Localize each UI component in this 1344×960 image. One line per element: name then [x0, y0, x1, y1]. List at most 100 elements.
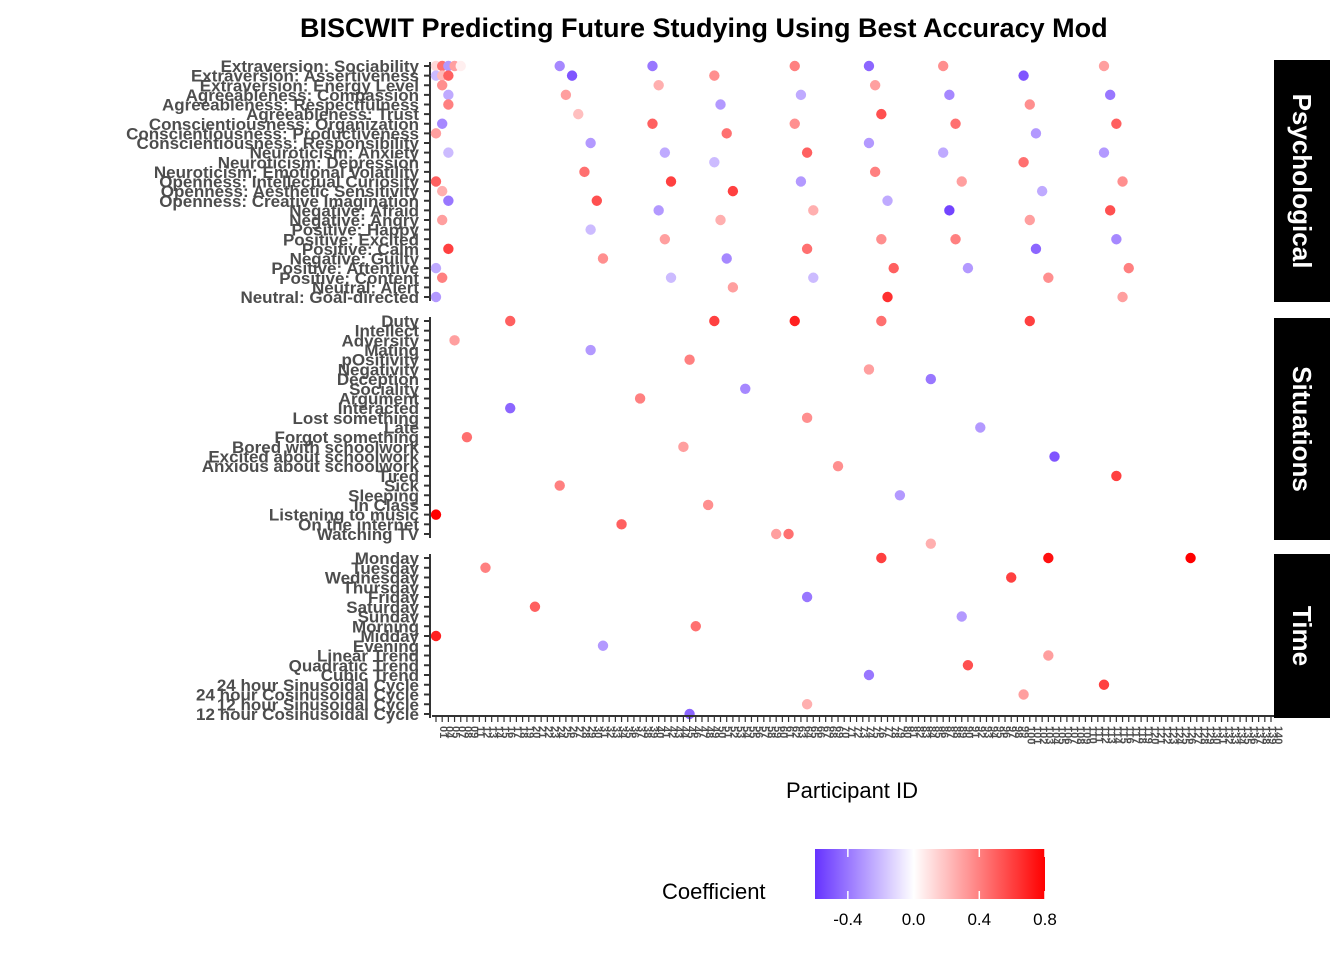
- x-tick-label: 34: [616, 726, 628, 739]
- legend: Coefficient -0.4 0.0 0.4 0.8: [662, 849, 1057, 929]
- facet-strip: [1274, 60, 1330, 302]
- x-tick-label: 131: [1216, 726, 1228, 744]
- x-tick-label: 83: [919, 726, 931, 738]
- data-point: [585, 224, 596, 235]
- data-point: [449, 335, 460, 346]
- data-point: [876, 552, 887, 564]
- x-tick-label: 64: [802, 726, 814, 739]
- x-tick-label: 133: [1229, 726, 1241, 744]
- x-tick-label: 50: [715, 726, 727, 738]
- y-tick-label: Tuesday: [351, 559, 419, 578]
- y-tick-label: On the internet: [298, 515, 419, 534]
- x-axis-title: Participant ID: [786, 778, 918, 803]
- x-tick-label: 18: [517, 726, 529, 738]
- y-tick-label: Intellect: [355, 322, 420, 341]
- x-tick-label: 100: [1025, 726, 1037, 744]
- y-tick-label: Bored with schoolwork: [232, 438, 420, 457]
- x-tick-label: 12: [480, 726, 492, 738]
- y-tick-label: Openness: Creative Imagination: [159, 192, 419, 211]
- data-point: [727, 282, 739, 293]
- y-tick-label: Linear Trend: [317, 647, 419, 666]
- data-point: [1018, 689, 1029, 700]
- data-point: [505, 402, 516, 414]
- x-tick-label: 137: [1253, 726, 1265, 744]
- y-tick-label: Wednesday: [325, 569, 420, 588]
- x-tick-label: 117: [1130, 726, 1142, 744]
- data-point: [727, 185, 739, 197]
- y-tick-label: Duty: [381, 312, 419, 331]
- x-tick-label: 46: [691, 726, 703, 738]
- data-point: [962, 262, 974, 274]
- data-point: [436, 272, 448, 283]
- data-point: [443, 70, 454, 81]
- y-tick-label: Extraversion: Energy Level: [200, 76, 419, 95]
- y-tick-label: Positive: Attentive: [271, 259, 419, 278]
- data-point: [956, 611, 967, 622]
- data-point: [659, 234, 671, 245]
- x-tick-label: 93: [981, 726, 993, 738]
- data-point: [1098, 60, 1110, 72]
- y-tick-label: Morning: [352, 617, 419, 636]
- x-tick-label: 35: [623, 726, 635, 738]
- y-tick-label: Deception: [337, 370, 419, 389]
- x-tick-label: 80: [901, 726, 913, 738]
- data-point: [1185, 552, 1196, 564]
- data-point: [436, 185, 448, 197]
- x-tick-label: 40: [653, 726, 665, 738]
- x-tick-label: 39: [647, 726, 659, 738]
- data-point: [925, 373, 937, 385]
- x-tick-label: 13: [486, 726, 498, 738]
- x-tick-label: 09: [468, 726, 480, 738]
- data-point: [443, 243, 454, 255]
- data-point: [783, 528, 794, 540]
- x-tick-label: 59: [771, 726, 783, 738]
- x-tick-label: 94: [987, 726, 999, 739]
- y-tick-label: Sociality: [349, 380, 419, 399]
- y-tick-label: Neuroticism: Depression: [218, 153, 419, 172]
- data-point: [653, 205, 664, 216]
- x-tick-label: 05: [449, 726, 461, 738]
- data-point: [709, 70, 720, 81]
- x-tick-label: 89: [957, 726, 969, 738]
- data-point: [808, 272, 819, 283]
- data-point: [1098, 679, 1110, 690]
- y-tick-label: 12 hour Cosinusoidal Cycle: [196, 705, 419, 724]
- x-tick-label: 98: [1012, 726, 1024, 738]
- data-point: [597, 640, 609, 651]
- y-tick-label: Openness: Aesthetic Sensitivity: [161, 182, 420, 201]
- x-tick-label: 90: [963, 726, 975, 738]
- y-tick-label: In Class: [354, 496, 419, 515]
- data-point: [665, 272, 677, 283]
- data-point: [461, 431, 473, 443]
- x-tick-label: 07: [456, 726, 468, 738]
- data-point: [876, 108, 887, 120]
- legend-tick-label: 0.4: [967, 910, 991, 929]
- y-tick-label: Interacted: [338, 399, 419, 418]
- x-tick-label: 127: [1192, 726, 1204, 744]
- data-point: [1049, 451, 1060, 462]
- data-point: [869, 166, 881, 178]
- x-tick-label: 115: [1117, 726, 1129, 744]
- x-tick-label: 125: [1179, 726, 1191, 744]
- data-point: [591, 195, 603, 206]
- x-tick-label: 14: [493, 726, 505, 739]
- data-point: [795, 176, 807, 187]
- x-tick-label: 58: [765, 726, 777, 738]
- x-tick-label: 120: [1148, 726, 1160, 744]
- x-tick-label: 109: [1080, 726, 1092, 744]
- data-point: [808, 205, 819, 216]
- data-point: [1098, 147, 1110, 158]
- y-tick-label: Mating: [364, 341, 419, 360]
- data-point: [950, 118, 961, 129]
- data-point: [715, 99, 726, 110]
- data-point: [430, 262, 442, 274]
- x-tick-label: 30: [592, 726, 604, 738]
- y-tick-label: Late: [384, 419, 419, 438]
- facet-strip-label: Psychological: [1287, 94, 1317, 269]
- x-tick-label: 112: [1099, 726, 1111, 744]
- y-tick-label: Sick: [384, 477, 420, 496]
- facet-strip: [1274, 318, 1330, 540]
- data-point: [443, 99, 454, 110]
- x-tick-label: 139: [1266, 726, 1278, 744]
